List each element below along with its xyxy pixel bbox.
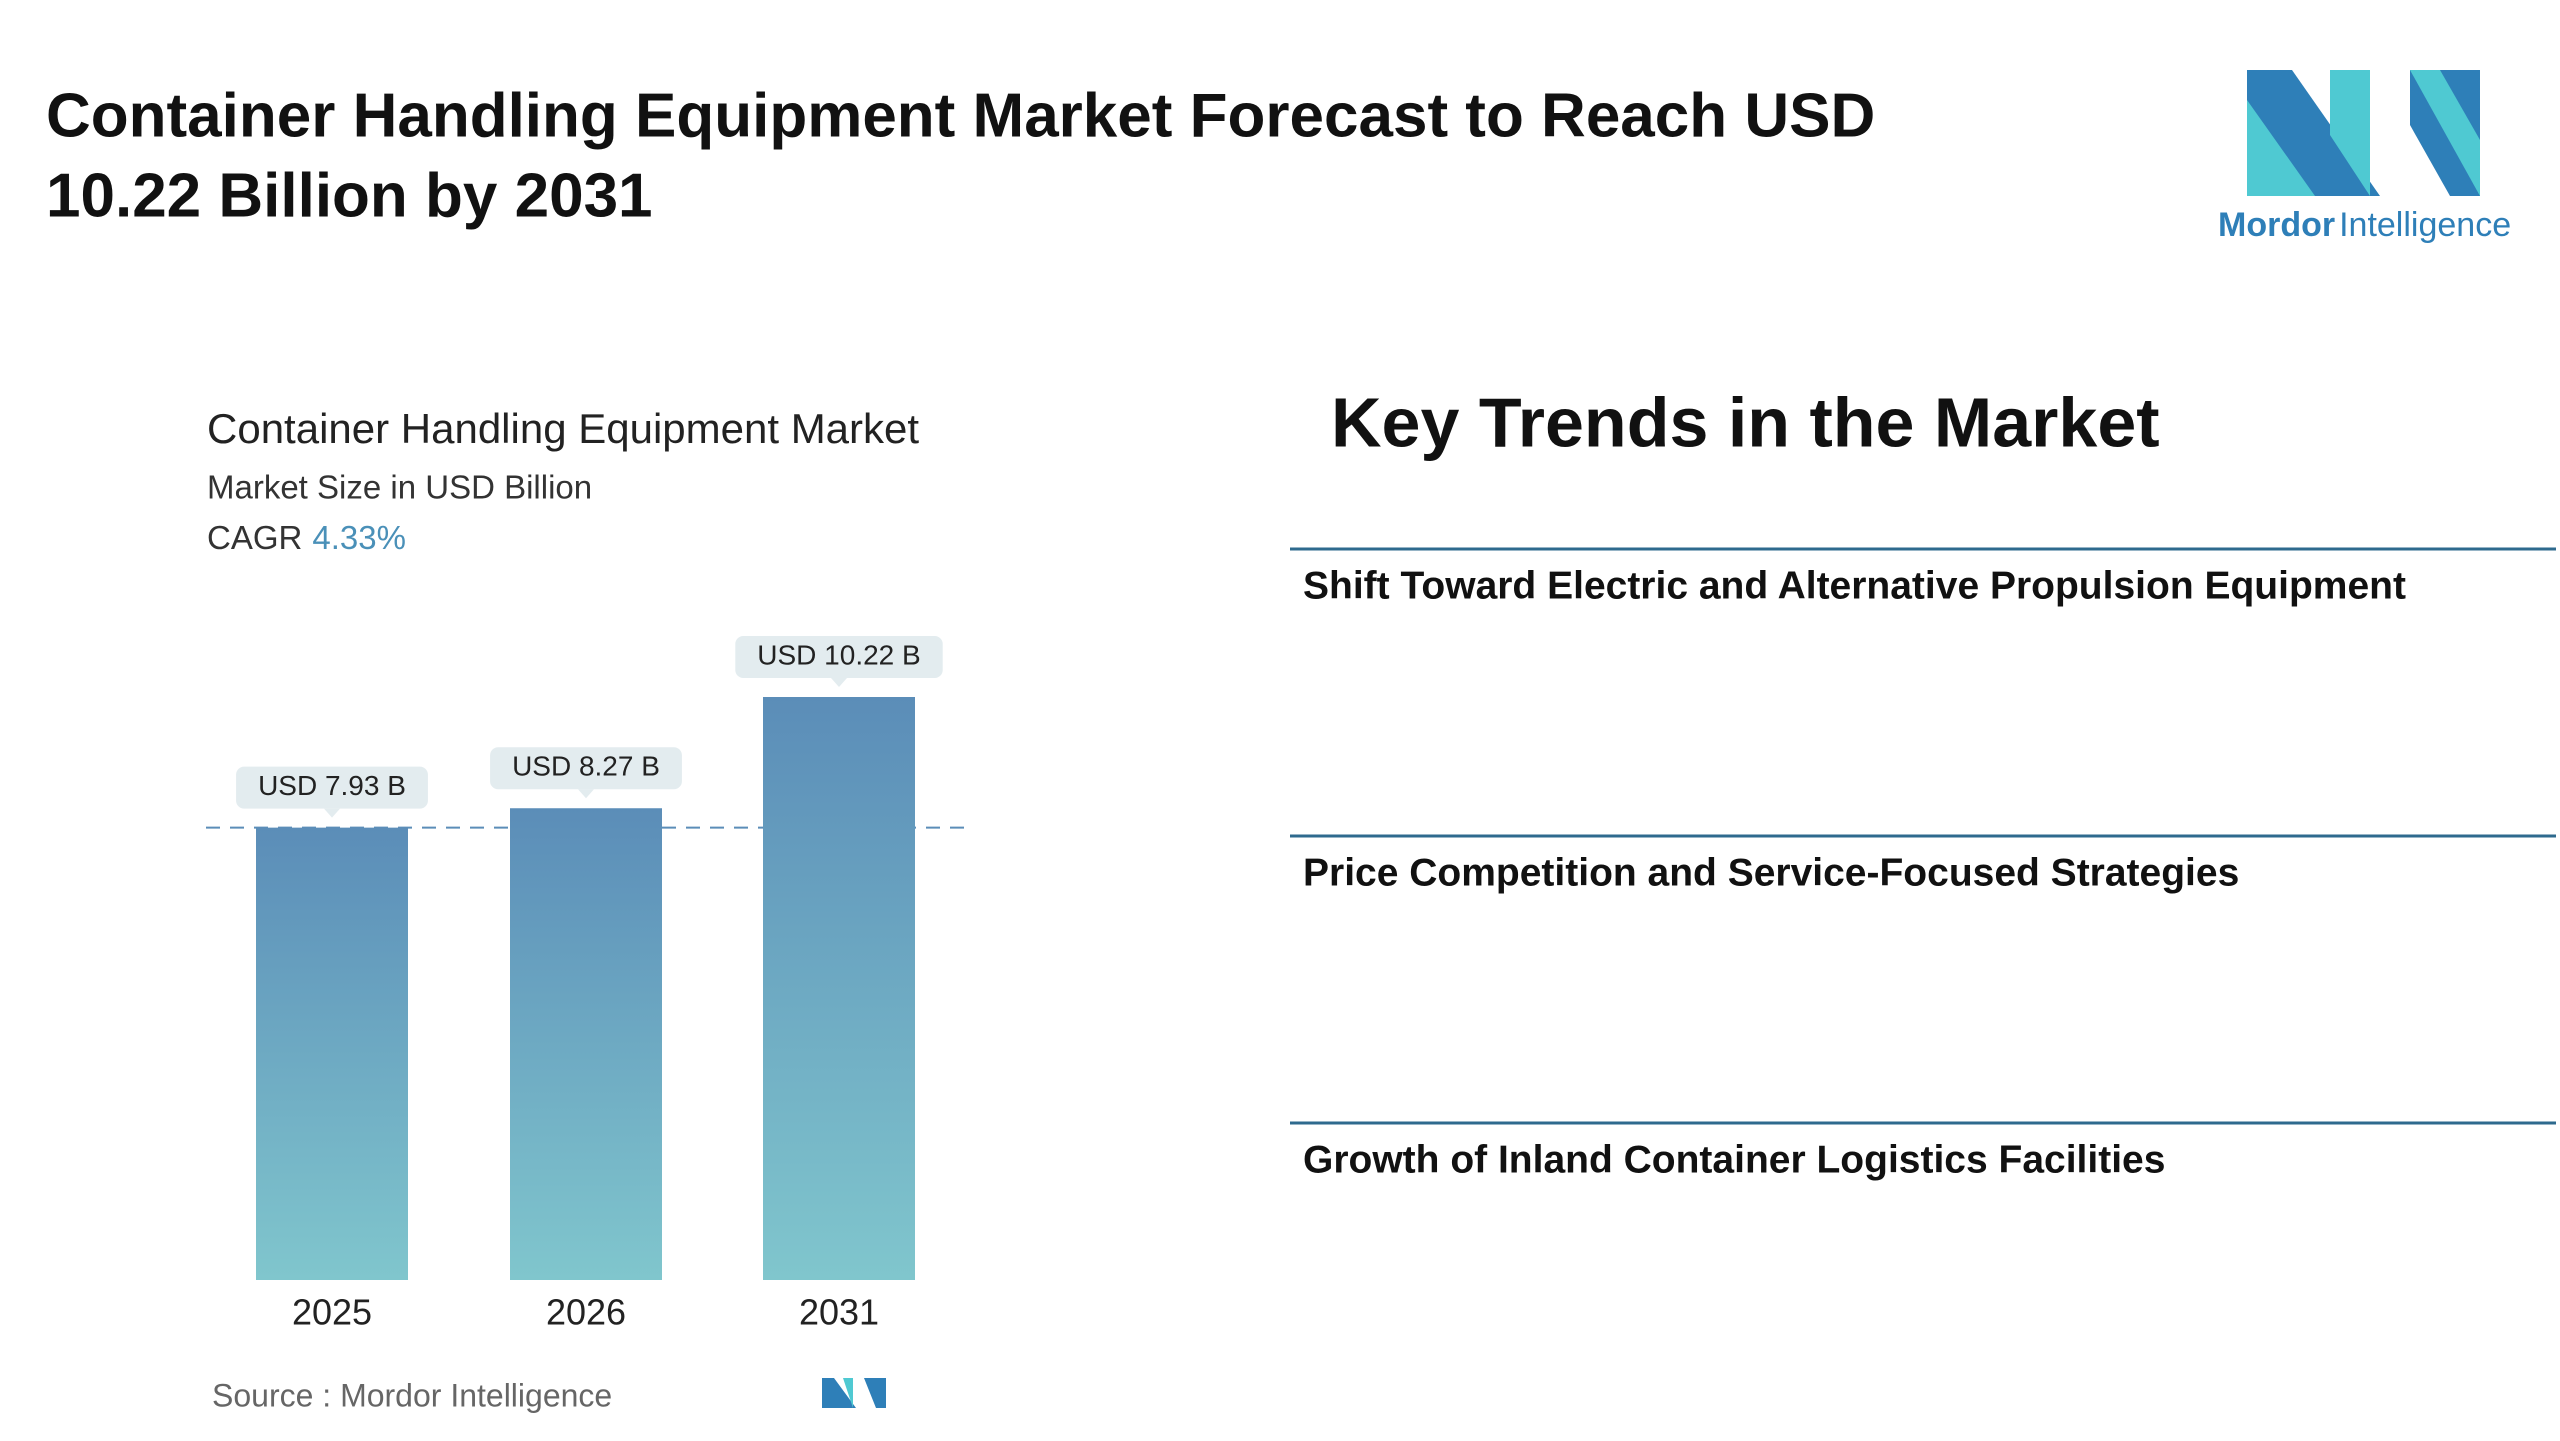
label-pointer	[831, 678, 847, 687]
x-tick-label: 2026	[546, 1292, 626, 1333]
cagr-label: CAGR	[207, 519, 302, 556]
trend-item: Shift Toward Electric and Alternative Pr…	[1303, 564, 2406, 607]
logo-light: Intelligence	[2339, 206, 2511, 244]
chart-subtitle: Market Size in USD Billion	[207, 469, 592, 506]
title: 10.22 Billion by 2031	[46, 161, 653, 230]
source: Source : Mordor Intelligence	[212, 1377, 612, 1413]
value-label: USD 8.27 B	[512, 751, 660, 782]
trends-list: Shift Toward Electric and Alternative Pr…	[1290, 547, 2556, 1181]
x-tick-label: 2031	[799, 1292, 879, 1333]
bar	[763, 697, 915, 1280]
cagr: CAGR 4.33%	[207, 519, 406, 556]
cagr-value: 4.33%	[312, 519, 406, 556]
label-pill	[236, 766, 428, 809]
chart-title: Container Handling Equipment Market	[207, 405, 919, 452]
logo	[2247, 70, 2480, 196]
logo-bold: Mordor	[2218, 206, 2335, 244]
trend-item: Growth of Inland Container Logistics Fac…	[1303, 1138, 2165, 1181]
small-logo	[822, 1378, 886, 1408]
trend-item: Price Competition and Service-Focused St…	[1303, 851, 2239, 894]
title: Container Handling Equipment Market Fore…	[46, 81, 1875, 150]
plot: USD 7.93 B 2025 USD 8.27 B 2026 USD 10.22 B 2…	[206, 636, 972, 1333]
x-tick-label: 2025	[292, 1292, 372, 1333]
label-pill	[490, 747, 682, 790]
bar	[256, 827, 408, 1280]
label-pointer	[324, 808, 340, 818]
trends-title: Key Trends in the Market	[1331, 383, 2160, 461]
label-pill	[735, 636, 943, 678]
label-pointer	[578, 789, 594, 799]
logo-text: Mordor Intelligence	[2218, 206, 2511, 244]
value-label: USD 7.93 B	[258, 770, 406, 801]
value-label: USD 10.22 B	[757, 639, 920, 670]
bar	[510, 808, 662, 1280]
